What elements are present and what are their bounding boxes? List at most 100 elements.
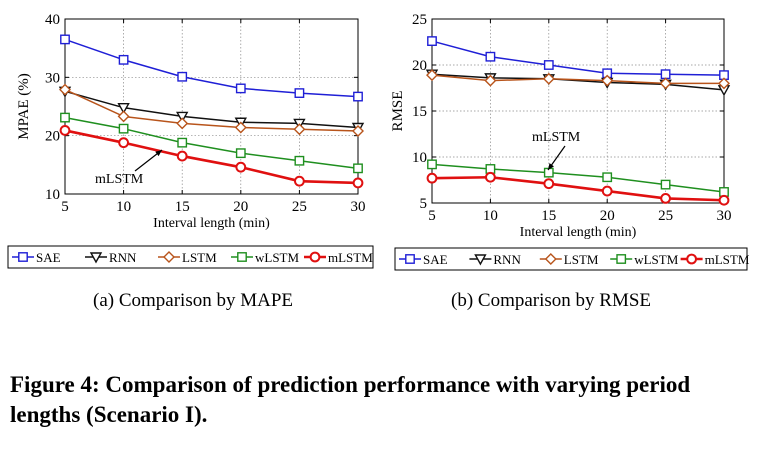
data-point-mlstm: [176, 150, 188, 162]
x-tick-label: 25: [292, 199, 307, 215]
y-tick-label: 20: [412, 58, 427, 74]
data-point-mlstm: [118, 137, 129, 149]
data-point-lstm: [718, 77, 730, 90]
x-tick-label: 20: [233, 199, 248, 215]
series-line-mlstm: [64, 129, 359, 185]
series-line-lstm: [64, 88, 359, 132]
data-point-lstm: [176, 117, 189, 130]
x-tick-label: 15: [175, 199, 190, 215]
legend-label-sae: SAE: [36, 250, 61, 265]
data-point-mlstm: [718, 194, 730, 206]
data-point-mlstm: [601, 185, 613, 197]
data-point-lstm: [59, 83, 71, 96]
y-tick-label: 15: [412, 104, 427, 120]
data-point-wlstm: [602, 172, 613, 183]
y-tick-label: 10: [412, 150, 427, 166]
data-point-mlstm: [294, 175, 305, 187]
series-line-mlstm: [431, 175, 725, 202]
data-point-mlstm: [59, 125, 71, 136]
series-line-rnn: [431, 73, 725, 91]
y-tick-label: 5: [420, 196, 428, 212]
legend-marker-wlstm: [616, 254, 627, 264]
series-line-wlstm: [64, 116, 359, 170]
x-tick-label: 30: [717, 208, 732, 224]
data-point-sae: [118, 54, 129, 65]
data-point-wlstm: [235, 148, 246, 159]
x-tick-label: 5: [61, 199, 69, 215]
data-point-sae: [353, 91, 363, 102]
data-point-mlstm: [426, 172, 438, 184]
data-point-mlstm: [485, 171, 496, 183]
data-point-lstm: [484, 74, 497, 87]
annotation-label: mLSTM: [95, 172, 144, 187]
legend-box: [7, 245, 374, 269]
x-tick-label: 30: [351, 199, 366, 215]
legend-label-wlstm: wLSTM: [634, 252, 679, 267]
data-point-lstm: [352, 125, 364, 137]
y-tick-label: 25: [412, 12, 427, 28]
series-line-rnn: [64, 90, 359, 129]
panel-rmse: 5 10 15 20 25 5 10 15 20 25 30 Interval length (min…: [390, 12, 750, 271]
y-axis-label: RMSE: [390, 91, 406, 132]
x-tick-label: 20: [600, 208, 615, 224]
legend-label-rnn: RNN: [109, 250, 137, 265]
figure-caption: Figure 4: Comparison of prediction perfo…: [10, 372, 691, 427]
x-axis-label: Interval length (min): [520, 225, 637, 240]
annotation-arrowhead: [155, 150, 162, 157]
y-axis-label: MPAE (%): [16, 73, 32, 140]
data-point-wlstm: [427, 159, 437, 170]
x-tick-label: 5: [428, 208, 436, 224]
data-point-lstm: [117, 110, 130, 123]
data-point-lstm: [293, 123, 306, 136]
data-point-sae: [660, 69, 671, 80]
legend-marker-rnn: [474, 254, 487, 266]
subcaption-a: (a) Comparison by MAPE: [93, 290, 294, 311]
data-point-wlstm: [660, 179, 671, 190]
y-tick-label: 20: [45, 129, 60, 145]
x-tick-label: 10: [116, 199, 131, 215]
subcaption-b: (b) Comparison by RMSE: [451, 290, 652, 311]
series-line-wlstm: [431, 163, 725, 193]
data-point-rnn: [117, 102, 130, 115]
data-point-sae: [294, 88, 305, 98]
y-tick-label: 40: [45, 12, 60, 28]
data-point-sae: [427, 36, 437, 46]
data-point-sae: [543, 60, 554, 70]
y-tick-label: 30: [45, 70, 60, 86]
legend-label-rnn: RNN: [493, 252, 521, 267]
data-point-lstm: [542, 72, 555, 85]
data-point-wlstm: [60, 112, 70, 123]
legend-box: [394, 247, 748, 271]
data-point-lstm: [426, 69, 438, 82]
legend-marker-sae: [18, 252, 28, 262]
x-tick-label: 25: [658, 208, 673, 224]
legend-label-wlstm: wLSTM: [255, 250, 300, 265]
data-point-mlstm: [352, 177, 364, 189]
legend-marker-sae: [405, 254, 415, 264]
data-point-lstm: [234, 121, 247, 134]
series-line-sae: [64, 38, 359, 98]
data-point-sae: [485, 51, 496, 62]
plot-frame: [64, 18, 359, 195]
y-tick-label: 10: [45, 187, 60, 203]
series-line-sae: [431, 40, 725, 76]
x-axis-label: Interval length (min): [153, 216, 270, 231]
legend-marker-mlstm: [686, 253, 697, 265]
legend-marker-rnn: [89, 252, 103, 264]
annotation-label: mLSTM: [532, 130, 581, 145]
legend-label-mlstm: mLSTM: [705, 252, 750, 267]
legend-marker-mlstm: [309, 251, 321, 263]
legend-label-sae: SAE: [423, 252, 448, 267]
legend-label-mlstm: mLSTM: [328, 250, 373, 265]
legend-marker-lstm: [544, 253, 557, 265]
data-point-mlstm: [660, 193, 671, 204]
data-point-sae: [60, 34, 70, 45]
series-line-lstm: [431, 74, 724, 85]
x-tick-label: 15: [541, 208, 556, 224]
data-point-lstm: [601, 74, 614, 87]
data-point-wlstm: [353, 163, 363, 174]
x-tick-label: 10: [483, 208, 498, 224]
data-point-wlstm: [177, 137, 188, 148]
